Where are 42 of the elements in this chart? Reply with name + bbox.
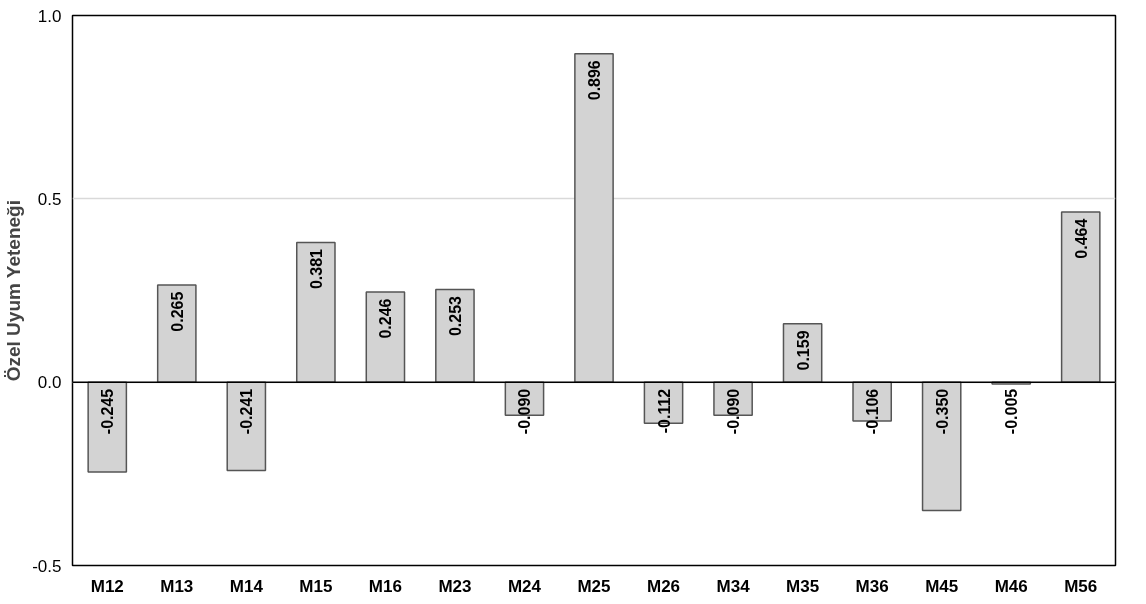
x-tick-label: M36 (855, 576, 889, 596)
x-tick-label: M23 (438, 576, 472, 596)
bar (921, 381, 962, 512)
bar (87, 381, 128, 473)
y-tick-label: 1.0 (37, 6, 62, 26)
x-tick-label: M26 (647, 576, 681, 596)
data-label: -0.112 (655, 388, 673, 434)
x-tick-label: M56 (1064, 576, 1098, 596)
y-tick-label: -0.5 (32, 556, 62, 576)
data-label: 0.159 (794, 330, 812, 371)
data-label: -0.090 (516, 388, 534, 435)
data-label: 0.381 (307, 248, 325, 290)
data-label: 0.896 (586, 60, 603, 101)
bar (226, 381, 267, 472)
data-label: -0.241 (238, 388, 256, 435)
data-label: -0.005 (1003, 388, 1021, 435)
bar (295, 241, 336, 383)
x-tick-label: M46 (994, 576, 1028, 596)
y-tick-label: 0.5 (37, 189, 62, 209)
data-label: -0.090 (725, 388, 743, 435)
x-tick-label: M45 (925, 576, 959, 596)
x-tick-label: M12 (90, 576, 124, 596)
data-label: 0.464 (1072, 218, 1090, 259)
data-label: -0.245 (99, 388, 117, 435)
bar (1060, 211, 1101, 383)
data-label: 0.253 (446, 295, 464, 337)
y-tick-label: 0.0 (37, 373, 62, 393)
x-tick-label: M25 (577, 576, 611, 596)
data-label: 0.265 (168, 291, 186, 332)
x-tick-label: M24 (507, 576, 542, 596)
x-tick-label: M34 (716, 576, 751, 596)
bar (435, 288, 475, 383)
y-axis-title: Özel Uyum Yeteneği (3, 200, 25, 382)
x-tick-label: M16 (368, 576, 402, 596)
data-label: -0.350 (933, 388, 951, 435)
bar (156, 284, 197, 383)
x-tick-label: M15 (299, 576, 333, 596)
x-tick-label: M13 (160, 576, 194, 596)
x-tick-label: M35 (786, 576, 820, 596)
data-label: -0.106 (864, 388, 882, 435)
data-label: 0.246 (377, 298, 395, 339)
x-tick-label: M14 (229, 576, 264, 596)
